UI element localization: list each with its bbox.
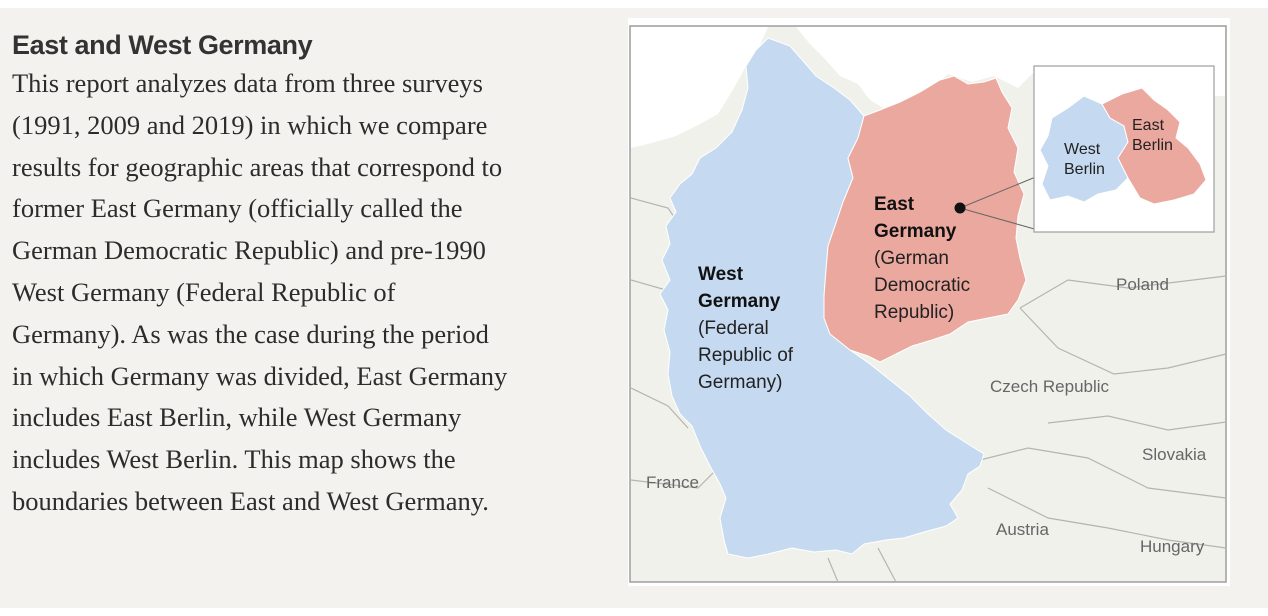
berlin-dot [954,202,966,214]
austria-label: Austria [996,520,1049,539]
east-germany-name: Germany [874,221,957,242]
east-germany-subtitle: (German [874,248,949,269]
body-line: (1991, 2009 and 2019) in which we compar… [12,109,488,140]
slovakia-label: Slovakia [1142,445,1207,464]
section-heading: East and West Germany [12,30,313,60]
body-line: German Democratic Republic) and pre-1990 [12,235,486,266]
east-berlin-label: East [1132,117,1165,134]
body-line: includes West Berlin. This map shows the [12,444,456,475]
west-germany-name: Germany [698,291,781,312]
body-line: boundaries between East and West Germany… [12,485,489,516]
north-sea [631,27,768,148]
body-line: in which Germany was divided, East Germa… [12,360,508,391]
body-line: former East Germany (officially called t… [12,193,463,224]
france-label: France [646,473,699,492]
czech-republic-label: Czech Republic [990,377,1110,396]
body-line: results for geographic areas that corres… [12,151,503,182]
germany-map: West Germany (Federal Republic of German… [628,18,1230,586]
west-germany-subtitle: Republic of [698,345,794,366]
poland-label: Poland [1116,275,1169,294]
country-labels: Poland Czech Republic Slovakia France Au… [646,275,1207,556]
content-card: East and West Germany This report analyz… [0,8,1268,608]
berlin-inset-labels: West Berlin East Berlin [1064,117,1173,178]
body-line: This report analyzes data from three sur… [12,68,483,98]
east-germany-name: East [874,194,915,215]
west-germany-name: West [698,264,744,285]
berlin-callout-line [959,207,1039,231]
east-germany-label: East Germany (German Democratic Republic… [874,194,970,323]
west-berlin-label: West [1064,141,1101,158]
east-berlin-region [1101,87,1207,205]
east-germany-region [823,75,1027,363]
map-svg: West Germany (Federal Republic of German… [629,25,1227,583]
text-column: East and West Germany This report analyz… [12,30,612,523]
body-line: includes East Berlin, while West Germany [12,402,462,433]
body-line: West Germany (Federal Republic of [12,276,396,307]
body-paragraph: This report analyzes data from three sur… [12,63,612,523]
west-germany-subtitle: Germany) [698,372,782,393]
east-germany-subtitle: Republic) [874,302,954,323]
east-berlin-label: Berlin [1132,137,1173,154]
berlin-callout-line [959,175,1039,209]
west-germany-subtitle: (Federal [698,318,769,339]
west-germany-label: West Germany (Federal Republic of German… [698,264,794,393]
body-line: Germany). As was the case during the per… [12,318,489,349]
hungary-label: Hungary [1140,537,1205,556]
east-germany-subtitle: Democratic [874,275,970,296]
west-berlin-label: Berlin [1064,161,1105,178]
